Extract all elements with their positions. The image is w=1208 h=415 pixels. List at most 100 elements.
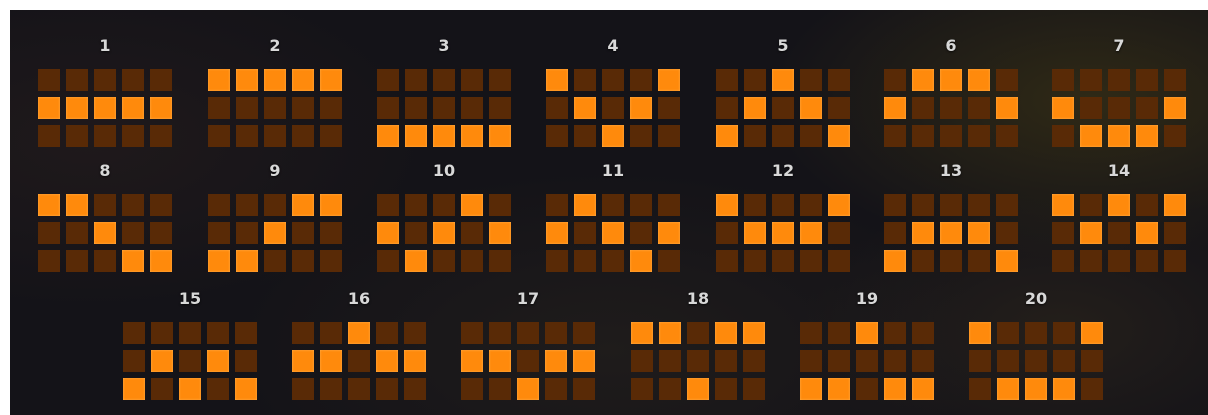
inactive-cell <box>687 350 709 372</box>
active-cell <box>573 350 595 372</box>
active-cell <box>687 378 709 400</box>
inactive-cell <box>1053 322 1075 344</box>
inactive-cell <box>659 350 681 372</box>
payline-14: 14 <box>1052 157 1186 272</box>
active-cell <box>461 350 483 372</box>
active-cell <box>574 194 596 216</box>
payline-17: 17 <box>461 285 595 400</box>
active-cell <box>574 97 596 119</box>
payline-6: 6 <box>884 32 1018 147</box>
payline-number: 2 <box>269 36 281 55</box>
inactive-cell <box>856 378 878 400</box>
inactive-cell <box>800 322 822 344</box>
active-cell <box>122 250 144 272</box>
payline-number: 8 <box>99 161 111 180</box>
payline-number: 11 <box>601 161 625 180</box>
inactive-cell <box>546 194 568 216</box>
inactive-cell <box>292 378 314 400</box>
payline-13: 13 <box>884 157 1018 272</box>
inactive-cell <box>292 322 314 344</box>
active-cell <box>292 69 314 91</box>
active-cell <box>912 222 934 244</box>
active-cell <box>404 350 426 372</box>
payline-grid <box>546 69 680 147</box>
payline-grid <box>969 322 1103 400</box>
inactive-cell <box>1164 222 1186 244</box>
active-cell <box>320 69 342 91</box>
active-cell <box>744 97 766 119</box>
inactive-cell <box>122 125 144 147</box>
inactive-cell <box>743 378 765 400</box>
inactive-cell <box>912 250 934 272</box>
inactive-cell <box>66 222 88 244</box>
inactive-cell <box>658 250 680 272</box>
inactive-cell <box>236 125 258 147</box>
inactive-cell <box>433 250 455 272</box>
inactive-cell <box>574 250 596 272</box>
active-cell <box>179 378 201 400</box>
active-cell <box>38 97 60 119</box>
active-cell <box>1164 97 1186 119</box>
inactive-cell <box>236 194 258 216</box>
active-cell <box>630 250 652 272</box>
inactive-cell <box>996 69 1018 91</box>
inactive-cell <box>94 194 116 216</box>
active-cell <box>235 378 257 400</box>
active-cell <box>1081 322 1103 344</box>
active-cell <box>150 97 172 119</box>
inactive-cell <box>659 378 681 400</box>
payline-5: 5 <box>716 32 850 147</box>
inactive-cell <box>123 322 145 344</box>
inactive-cell <box>828 350 850 372</box>
payline-grid <box>38 194 172 272</box>
payline-grid <box>208 194 342 272</box>
inactive-cell <box>489 194 511 216</box>
inactive-cell <box>716 222 738 244</box>
active-cell <box>1053 378 1075 400</box>
inactive-cell <box>996 222 1018 244</box>
active-cell <box>1108 194 1130 216</box>
payline-grid <box>292 322 426 400</box>
inactive-cell <box>1136 250 1158 272</box>
inactive-cell <box>968 194 990 216</box>
inactive-cell <box>461 322 483 344</box>
payline-number: 4 <box>607 36 619 55</box>
active-cell <box>66 97 88 119</box>
active-cell <box>800 378 822 400</box>
active-cell <box>772 69 794 91</box>
inactive-cell <box>377 97 399 119</box>
inactive-cell <box>997 322 1019 344</box>
inactive-cell <box>405 69 427 91</box>
payline-number: 14 <box>1107 161 1131 180</box>
active-cell <box>968 69 990 91</box>
inactive-cell <box>715 350 737 372</box>
active-cell <box>912 69 934 91</box>
inactive-cell <box>489 378 511 400</box>
inactive-cell <box>236 222 258 244</box>
active-cell <box>800 222 822 244</box>
inactive-cell <box>969 350 991 372</box>
inactive-cell <box>348 378 370 400</box>
inactive-cell <box>489 97 511 119</box>
inactive-cell <box>631 350 653 372</box>
inactive-cell <box>66 69 88 91</box>
inactive-cell <box>997 350 1019 372</box>
inactive-cell <box>433 194 455 216</box>
inactive-cell <box>235 350 257 372</box>
inactive-cell <box>772 250 794 272</box>
inactive-cell <box>292 222 314 244</box>
active-cell <box>292 350 314 372</box>
inactive-cell <box>461 250 483 272</box>
inactive-cell <box>348 350 370 372</box>
inactive-cell <box>658 97 680 119</box>
inactive-cell <box>517 322 539 344</box>
inactive-cell <box>715 378 737 400</box>
inactive-cell <box>404 322 426 344</box>
payline-grid <box>800 322 934 400</box>
inactive-cell <box>151 378 173 400</box>
inactive-cell <box>208 194 230 216</box>
inactive-cell <box>573 322 595 344</box>
inactive-cell <box>38 125 60 147</box>
inactive-cell <box>1108 69 1130 91</box>
payline-number: 1 <box>99 36 111 55</box>
